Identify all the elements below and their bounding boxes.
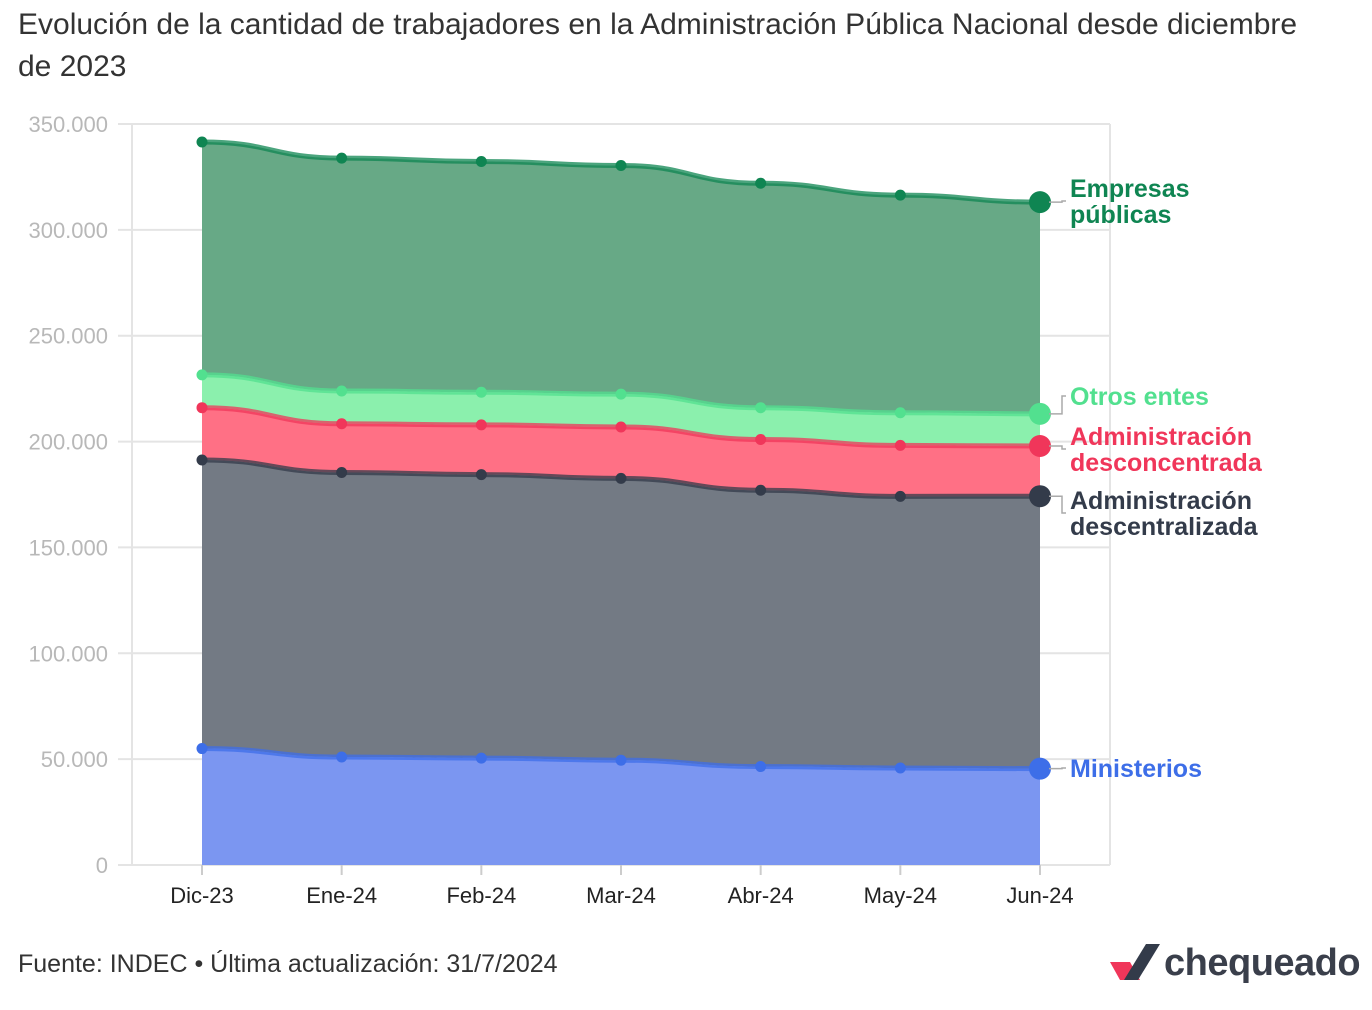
x-tick-label: Ene-24	[306, 883, 377, 908]
data-point[interactable]	[196, 402, 208, 414]
area-empresas-públicas	[202, 141, 1040, 414]
data-point[interactable]	[196, 454, 208, 466]
x-tick-label: Jun-24	[1006, 883, 1073, 908]
data-point[interactable]	[1029, 757, 1051, 780]
data-point[interactable]	[475, 419, 487, 431]
data-point[interactable]	[1029, 191, 1051, 214]
data-point[interactable]	[615, 421, 627, 433]
chart-title: Evolución de la cantidad de trabajadores…	[18, 8, 1298, 83]
data-point[interactable]	[196, 136, 208, 148]
data-point[interactable]	[475, 752, 487, 764]
stacked-area-chart: 0 50.000 100.000 150.000 200.000 250.000 300.0…	[28, 112, 1263, 908]
y-tick-label: 150.000	[28, 535, 108, 560]
data-point[interactable]	[1029, 435, 1051, 458]
source-note: Fuente: INDEC • Última actualización: 31…	[18, 950, 558, 978]
data-point[interactable]	[1029, 402, 1051, 425]
label-connector	[1049, 445, 1066, 450]
data-point[interactable]	[475, 386, 487, 398]
data-point[interactable]	[336, 152, 348, 164]
y-tick-label: 100.000	[28, 641, 108, 666]
series-label: Administración descentralizada	[1070, 487, 1259, 541]
data-point[interactable]	[336, 466, 348, 478]
data-point[interactable]	[894, 762, 906, 774]
data-point[interactable]	[615, 388, 627, 400]
series-label: Ministerios	[1070, 755, 1202, 783]
label-connector	[1049, 200, 1066, 203]
x-axis: Dic-23 Ene-24 Feb-24 Mar-24 Abr-24 May-24 Jun-…	[170, 865, 1074, 908]
series-labels: Ministerios Administración descentralizada…	[1049, 175, 1263, 783]
y-tick-label: 50.000	[41, 747, 108, 772]
y-tick-label: 250.000	[28, 324, 108, 349]
data-point[interactable]	[475, 155, 487, 167]
data-point[interactable]	[336, 385, 348, 397]
data-point[interactable]	[336, 751, 348, 763]
y-tick-label: 300.000	[28, 218, 108, 243]
data-point[interactable]	[755, 433, 767, 445]
x-tick-label: May-24	[864, 883, 937, 908]
x-tick-label: Dic-23	[170, 883, 234, 908]
x-tick-label: Abr-24	[728, 883, 794, 908]
series-label: Empresas públicas	[1070, 175, 1190, 229]
area-administración-desconcentrada	[202, 407, 1040, 497]
data-point[interactable]	[894, 189, 906, 201]
data-point[interactable]	[475, 469, 487, 481]
data-point[interactable]	[1029, 485, 1051, 508]
data-point[interactable]	[615, 472, 627, 484]
series-label: Otros entes	[1070, 383, 1209, 411]
data-point[interactable]	[894, 439, 906, 451]
area-administración-descentralizada	[202, 459, 1040, 769]
data-point[interactable]	[755, 484, 767, 496]
chequeado-logo-icon	[1110, 944, 1160, 980]
area-ministerios	[202, 748, 1040, 865]
label-connector	[1049, 767, 1066, 770]
y-tick-label: 350.000	[28, 112, 108, 137]
series-label: Administración desconcentrada	[1070, 423, 1263, 477]
label-connector	[1049, 495, 1066, 514]
y-tick-label: 0	[96, 853, 108, 878]
data-point[interactable]	[615, 754, 627, 766]
x-tick-label: Mar-24	[586, 883, 656, 908]
data-point[interactable]	[336, 418, 348, 430]
brand-logo[interactable]: chequeado	[1110, 938, 1361, 988]
data-point[interactable]	[196, 743, 208, 755]
data-point[interactable]	[615, 159, 627, 171]
x-tick-label: Feb-24	[446, 883, 516, 908]
data-point[interactable]	[196, 369, 208, 381]
data-point[interactable]	[894, 407, 906, 419]
y-axis: 0 50.000 100.000 150.000 200.000 250.000 300.0…	[28, 112, 108, 878]
y-tick-label: 200.000	[28, 430, 108, 455]
label-connector	[1049, 395, 1066, 415]
data-point[interactable]	[755, 402, 767, 414]
series-areas	[196, 136, 1051, 865]
data-point[interactable]	[755, 761, 767, 773]
brand-name: chequeado	[1164, 941, 1361, 984]
data-point[interactable]	[894, 490, 906, 502]
data-point[interactable]	[755, 177, 767, 189]
